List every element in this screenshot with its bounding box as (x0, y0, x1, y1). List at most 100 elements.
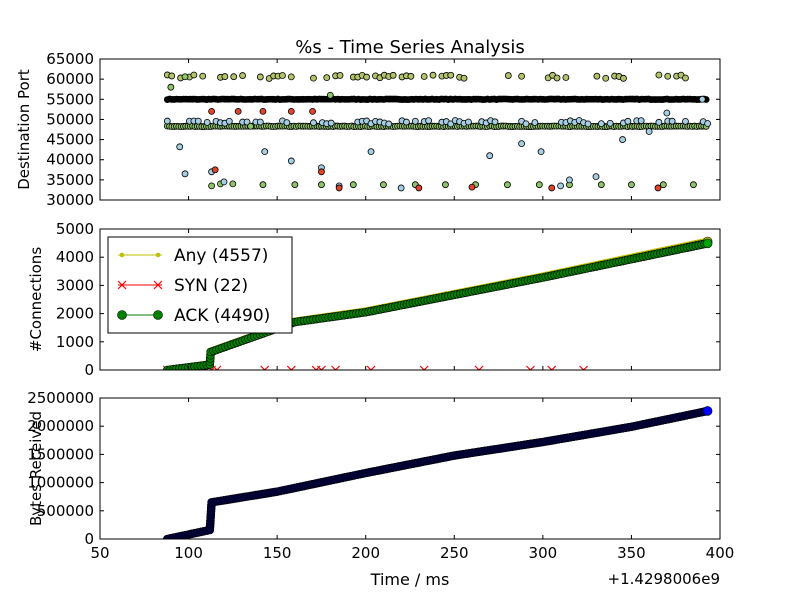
scatter-point (518, 140, 525, 148)
y-tick-label: 1500000 (27, 445, 94, 463)
x-tick-label: 250 (440, 544, 469, 562)
scatter-point (310, 74, 317, 82)
scatter-point (367, 148, 375, 156)
scatter-point (553, 74, 561, 82)
scatter-point (460, 74, 468, 82)
panel-1: 30000 35000 40000 45000 50000 55000 60000 65000… (15, 50, 721, 209)
scatter-point (287, 73, 295, 81)
scatter-point (663, 109, 671, 117)
series-marker-x (579, 365, 589, 370)
scatter-point (537, 148, 545, 156)
scatter-point (522, 120, 530, 128)
legend-marker (119, 252, 125, 258)
x-tick-label: 350 (617, 544, 646, 562)
scatter-point (654, 184, 662, 192)
y-tick-label: 4000 (56, 248, 94, 266)
scatter-point (389, 71, 397, 79)
scatter-point (310, 119, 317, 127)
y-tick-label: 2000000 (27, 417, 94, 435)
scatter-point (518, 72, 525, 80)
scatter-point (239, 72, 247, 79)
scatter-point (504, 181, 511, 189)
y-tick-label: 65000 (46, 50, 94, 68)
scatter-point (682, 117, 689, 125)
scatter-point (309, 107, 316, 115)
scatter-point (682, 74, 689, 82)
scatter-point (221, 73, 229, 80)
scatter-point (176, 143, 184, 151)
scatter-point (318, 181, 325, 189)
series-marker-x (474, 365, 484, 370)
scatter-point (664, 72, 672, 80)
scatter-point (336, 72, 344, 79)
scatter-point (407, 72, 415, 80)
legend-label: Any (4557) (174, 246, 268, 266)
scatter-point (602, 74, 610, 82)
scatter-point (194, 117, 202, 125)
y-tick-label: 1000000 (27, 474, 94, 492)
scatter-point (698, 95, 706, 103)
scatter-point (562, 74, 570, 81)
series-marker-x (286, 365, 296, 370)
scatter-point (230, 73, 238, 81)
legend-marker (117, 310, 127, 320)
scatter-point (655, 71, 663, 79)
panel-2: 0 1000 2000 3000 4000 5000 #Connections Any (45… (27, 220, 721, 379)
scatter-point (229, 180, 237, 188)
scatter-point (620, 74, 627, 82)
scatter-point (256, 118, 264, 126)
y-tick-label: 55000 (46, 90, 94, 108)
plot-area (163, 406, 713, 539)
scatter-point (287, 107, 295, 115)
scatter-point (199, 72, 207, 80)
scatter-point (491, 118, 499, 126)
y-axis-label: Bytes Received (27, 411, 45, 526)
scatter-point (415, 184, 423, 192)
y-tick-label: 2000 (56, 305, 94, 323)
x-offset-label: +1.4298006e9 (608, 570, 720, 588)
legend-label: ACK (4490) (174, 306, 270, 326)
panel-3: 50 100 150 200 250 300 350 400 0 500000 1000000 150… (27, 389, 734, 562)
legend: Any (4557) SYN (22) ACK (4490) (107, 236, 293, 334)
x-tick-label: 400 (706, 544, 735, 562)
plot-area (163, 71, 711, 192)
scatter-point (628, 181, 635, 189)
figure-title: %s - Time Series Analysis (295, 37, 524, 58)
legend-label: SYN (22) (174, 276, 248, 296)
scatter-point (203, 118, 211, 126)
scatter-point (380, 181, 387, 189)
y-tick-label: 45000 (46, 131, 94, 149)
scatter-point (349, 181, 357, 189)
y-tick-label: 3000 (56, 276, 94, 294)
panel-frame (99, 228, 721, 371)
scatter-point (447, 71, 455, 79)
scatter-point (429, 71, 437, 79)
scatter-point (465, 118, 472, 126)
scatter-point (261, 148, 269, 156)
scatter-point (592, 173, 600, 181)
x-tick-label: 50 (90, 544, 109, 562)
series-end-marker (702, 238, 713, 249)
scatter-point (256, 73, 264, 81)
scatter-point (504, 72, 512, 79)
scatter-point (468, 183, 476, 191)
scatter-point (619, 136, 626, 143)
scatter-point (234, 107, 242, 115)
scatter-point (283, 119, 291, 127)
scatter-point (323, 74, 331, 82)
scatter-point (606, 119, 614, 127)
y-tick-label: 35000 (46, 171, 94, 189)
scatter-point (557, 182, 564, 190)
y-tick-label: 0 (84, 530, 94, 548)
y-axis-label: Destination Port (15, 69, 33, 190)
scatter-point (531, 119, 539, 126)
scatter-point (403, 118, 410, 126)
y-tick-label: 500000 (37, 502, 94, 520)
scatter-point (385, 120, 393, 128)
y-tick-label: 60000 (46, 70, 94, 88)
scatter-point (447, 120, 455, 128)
y-tick-label: 0 (84, 361, 94, 379)
series-marker-x (366, 365, 376, 370)
scatter-point (637, 117, 645, 125)
